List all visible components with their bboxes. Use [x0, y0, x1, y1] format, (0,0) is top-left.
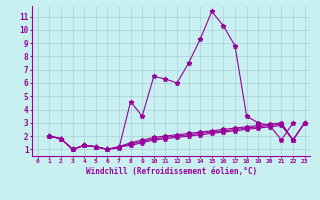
- X-axis label: Windchill (Refroidissement éolien,°C): Windchill (Refroidissement éolien,°C): [86, 167, 257, 176]
